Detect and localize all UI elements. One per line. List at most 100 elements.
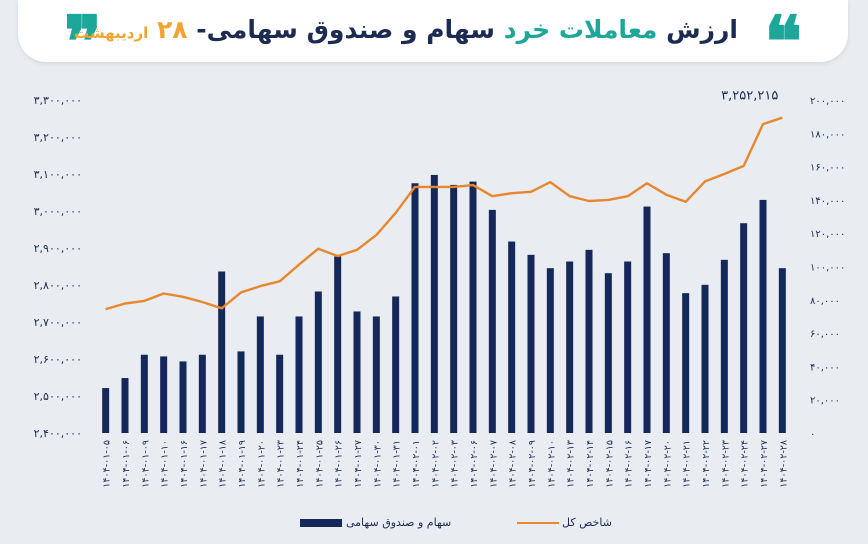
chart-bar — [314, 291, 322, 433]
x-axis-tick: ۱۴۰۴-۰۲-۲۳ — [720, 440, 731, 488]
x-axis-tick: ۱۴۰۴-۰۱-۲۴ — [295, 440, 306, 488]
left-axis-tick: ۳,۳۰۰,۰۰۰ — [34, 94, 82, 107]
x-axis-tick: ۱۴۰۴-۰۲-۰۷ — [488, 440, 499, 488]
right-axis-tick: ۲۰,۰۰۰ — [810, 396, 840, 407]
chart-bar — [546, 268, 554, 433]
left-axis-tick: ۳,۲۰۰,۰۰۰ — [34, 131, 82, 144]
x-axis-tick: ۱۴۰۴-۰۲-۰۸ — [508, 440, 519, 488]
x-axis-tick: ۱۴۰۴-۰۱-۰۹ — [140, 440, 151, 488]
left-axis-tick: ۲,۴۰۰,۰۰۰ — [34, 427, 82, 440]
chart-bar — [604, 273, 612, 433]
x-axis-tick: ۱۴۰۴-۰۲-۱۷ — [643, 440, 654, 488]
right-axis-tick: ۶۰,۰۰۰ — [810, 329, 840, 340]
x-axis-tick: ۱۴۰۴-۰۱-۲۳ — [276, 440, 287, 488]
chart-bar — [334, 256, 342, 433]
chart-bar — [682, 293, 690, 433]
chart-bar — [411, 183, 419, 433]
chart-bar — [372, 316, 380, 433]
chart-bar — [198, 354, 206, 433]
left-axis-tick: ۳,۰۰۰,۰۰۰ — [34, 205, 82, 218]
x-axis-tick: ۱۴۰۴-۰۱-۱۰ — [160, 440, 171, 488]
chart-bar — [701, 284, 709, 433]
left-axis-tick: ۲,۸۰۰,۰۰۰ — [34, 279, 82, 292]
left-axis-tick: ۳,۱۰۰,۰۰۰ — [34, 168, 82, 181]
last-value-label: ۳,۲۵۲,۲۱۵ — [721, 89, 778, 104]
chart-bar — [140, 354, 148, 433]
quote-mark-icon: ❝ — [764, 0, 802, 83]
x-axis-tick: ۱۴۰۴-۰۲-۱۳ — [566, 440, 577, 488]
right-axis-tick: ۲۰۰,۰۰۰ — [810, 96, 845, 107]
x-axis-tick: ۱۴۰۴-۰۱-۳۱ — [392, 440, 403, 488]
x-axis-tick: ۱۴۰۴-۰۲-۰۲ — [430, 440, 441, 488]
chart-bar — [585, 249, 593, 433]
right-axis-tick: ۸۰,۰۰۰ — [810, 296, 840, 307]
title-part-1: ارزش — [666, 15, 738, 44]
chart-bar — [643, 206, 651, 433]
x-axis-tick: ۱۴۰۴-۰۲-۲۴ — [740, 440, 751, 488]
chart-bar — [237, 351, 245, 433]
legend-line-swatch — [517, 522, 559, 524]
chart-bar — [430, 174, 438, 434]
left-axis-tick: ۲,۷۰۰,۰۰۰ — [34, 316, 82, 329]
chart-bar — [276, 354, 284, 433]
chart-bar — [527, 254, 535, 433]
chart-bar — [392, 296, 400, 433]
x-axis-tick: ۱۴۰۴-۰۱-۱۸ — [218, 440, 229, 488]
legend-line-label: شاخص کل — [562, 516, 612, 529]
chart-bar — [121, 378, 129, 433]
right-axis-tick: ۰ — [810, 429, 815, 440]
index-line — [105, 116, 783, 311]
right-axis-tick: ۱۸۰,۰۰۰ — [810, 129, 845, 140]
x-axis-tick: ۱۴۰۴-۰۲-۲۸ — [778, 440, 789, 488]
x-axis-tick: ۱۴۰۴-۰۲-۱۰ — [546, 440, 557, 488]
x-axis-tick: ۱۴۰۴-۰۱-۲۷ — [353, 440, 364, 488]
chart-bar — [740, 223, 748, 433]
left-axis-tick: ۲,۹۰۰,۰۰۰ — [34, 242, 82, 255]
x-axis-tick: ۱۴۰۴-۰۱-۳۰ — [372, 440, 383, 488]
x-axis-tick: ۱۴۰۴-۰۱-۱۷ — [198, 440, 209, 488]
x-axis-tick: ۱۴۰۴-۰۲-۲۲ — [701, 440, 712, 488]
x-axis-tick: ۱۴۰۴-۰۲-۱۶ — [624, 440, 635, 488]
chart-bar — [778, 268, 786, 433]
right-axis-tick: ۴۰,۰۰۰ — [810, 362, 840, 373]
title-banner: ❝ ❞ ارزش معاملات خرد سهام و صندوق سهامی-… — [18, 0, 848, 82]
x-axis-tick: ۱۴۰۴-۰۲-۰۱ — [411, 440, 422, 488]
chart-bar — [295, 316, 303, 433]
x-axis-tick: ۱۴۰۴-۰۲-۲۷ — [759, 440, 770, 488]
chart-bar — [179, 361, 187, 433]
x-axis-tick: ۱۴۰۴-۰۱-۱۶ — [179, 440, 190, 488]
title-part-2: معاملات خرد — [503, 15, 658, 44]
legend-bars-label: سهام و صندوق سهامی — [346, 516, 452, 529]
x-axis-tick: ۱۴۰۴-۰۱-۲۵ — [314, 440, 325, 488]
title-number: ۲۸ — [157, 15, 188, 44]
x-axis-tick: ۱۴۰۴-۰۱-۰۶ — [121, 440, 132, 488]
x-axis-tick: ۱۴۰۴-۰۲-۰۶ — [469, 440, 480, 488]
chart-bar — [759, 199, 767, 433]
chart-bar — [450, 184, 458, 433]
chart-bar — [102, 388, 110, 433]
chart-bar — [469, 181, 477, 433]
right-axis-tick: ۱۶۰,۰۰۰ — [810, 163, 845, 174]
chart-bar — [256, 316, 264, 433]
legend-bar-swatch — [300, 519, 342, 527]
chart-bar — [488, 209, 496, 433]
chart-bar — [218, 271, 226, 433]
title-month: اردیبهشت — [74, 24, 149, 42]
page-title: ارزش معاملات خرد سهام و صندوق سهامی- ۲۸ … — [74, 10, 738, 50]
chart-bar — [624, 261, 632, 433]
chart-bar — [662, 253, 670, 433]
chart-bar — [508, 241, 516, 433]
x-axis-tick: ۱۴۰۴-۰۱-۲۶ — [334, 440, 345, 488]
right-axis-tick: ۱۴۰,۰۰۰ — [810, 196, 845, 207]
quote-mark-icon: ❞ — [64, 0, 102, 83]
chart-bar — [160, 356, 168, 433]
x-axis-tick: ۱۴۰۴-۰۲-۲۱ — [682, 440, 693, 488]
left-axis-tick: ۲,۵۰۰,۰۰۰ — [34, 390, 82, 403]
left-axis-tick: ۲,۶۰۰,۰۰۰ — [34, 353, 82, 366]
chart-bar — [566, 261, 574, 433]
chart-bar — [720, 259, 728, 433]
x-axis-tick: ۱۴۰۴-۰۲-۰۹ — [527, 440, 538, 488]
x-axis-tick: ۱۴۰۴-۰۲-۲۰ — [662, 440, 673, 488]
